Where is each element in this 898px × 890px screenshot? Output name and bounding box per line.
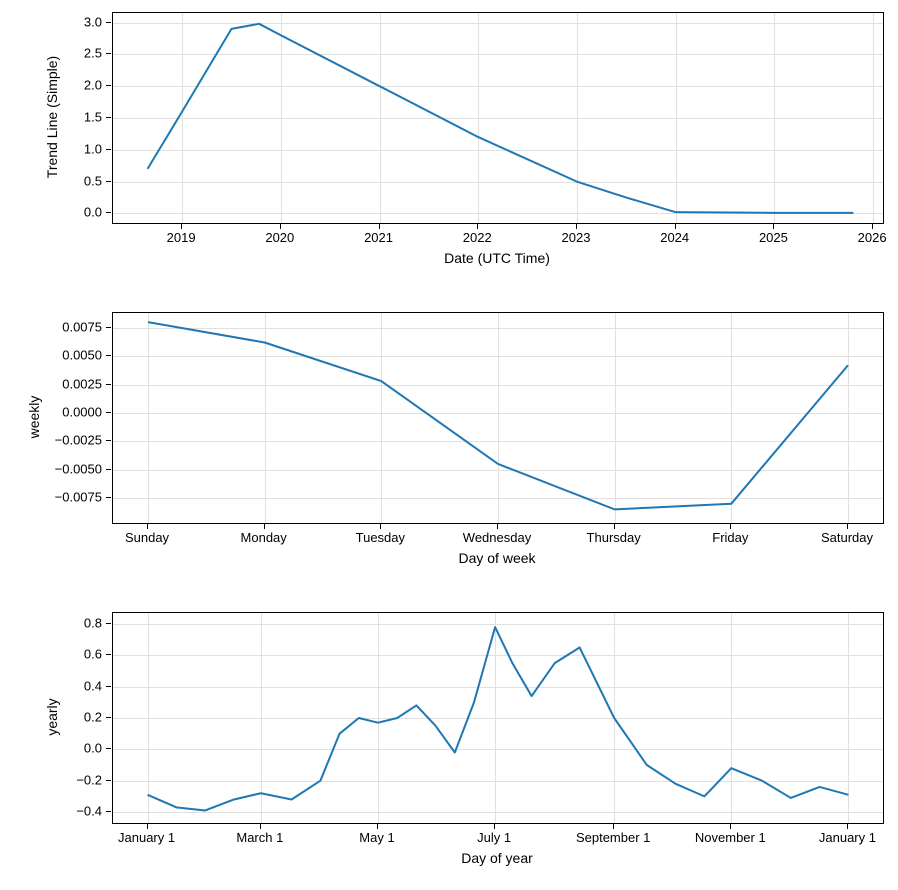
tick-mark [106,85,111,86]
tick-mark [147,824,148,829]
tick-mark [106,811,111,812]
tick-mark [106,686,111,687]
tick-mark [106,355,111,356]
tick-mark [106,384,111,385]
ytick-label: 0.0025 [62,376,102,391]
tick-mark [380,524,381,529]
xtick-label: January 1 [819,830,876,845]
xtick-label: 2023 [562,230,591,245]
tick-mark [106,327,111,328]
tick-mark [181,224,182,229]
xlabel: Day of year [461,850,533,866]
tick-mark [494,824,495,829]
xtick-label: September 1 [576,830,650,845]
xtick-label: 2024 [660,230,689,245]
tick-mark [379,224,380,229]
panel-yearly [112,612,884,824]
tick-mark [576,224,577,229]
xtick-label: March 1 [236,830,283,845]
tick-mark [106,623,111,624]
tick-mark [147,524,148,529]
tick-mark [377,824,378,829]
tick-mark [264,524,265,529]
xtick-label: May 1 [359,830,394,845]
xtick-label: 2019 [167,230,196,245]
tick-mark [477,224,478,229]
ytick-label: 0.0 [84,205,102,220]
tick-mark [106,412,111,413]
tick-mark [730,524,731,529]
tick-mark [106,53,111,54]
xtick-label: 2022 [463,230,492,245]
ylabel: yearly [44,698,60,735]
xtick-label: Sunday [125,530,169,545]
ytick-label: 2.0 [84,78,102,93]
tick-mark [106,149,111,150]
tick-mark [497,524,498,529]
tick-mark [106,497,111,498]
xtick-label: Thursday [587,530,641,545]
plot-line-yearly [113,613,883,823]
tick-mark [773,224,774,229]
ytick-label: −0.0025 [55,433,102,448]
xlabel: Date (UTC Time) [444,250,550,266]
ylabel: Trend Line (Simple) [44,56,60,178]
xtick-label: Monday [241,530,287,545]
tick-mark [106,440,111,441]
ytick-label: 0.5 [84,173,102,188]
ytick-label: −0.2 [76,772,102,787]
xtick-label: 2021 [364,230,393,245]
tick-mark [106,22,111,23]
xtick-label: 2025 [759,230,788,245]
panel-weekly [112,312,884,524]
tick-mark [260,824,261,829]
xtick-label: 2020 [265,230,294,245]
ytick-label: 2.5 [84,46,102,61]
xtick-label: Friday [712,530,748,545]
tick-mark [106,717,111,718]
panel-trend [112,12,884,224]
xtick-label: January 1 [118,830,175,845]
tick-mark [847,524,848,529]
ytick-label: 1.5 [84,110,102,125]
ytick-label: 0.0075 [62,319,102,334]
tick-mark [106,780,111,781]
tick-mark [106,748,111,749]
xtick-label: November 1 [695,830,766,845]
tick-mark [106,117,111,118]
ytick-label: 1.0 [84,141,102,156]
ytick-label: −0.4 [76,804,102,819]
figure: 2019 2020 2021 2022 2023 2024 2025 2026 0.0 0.5 1.… [0,0,898,890]
ytick-label: 0.0000 [62,404,102,419]
tick-mark [280,224,281,229]
xtick-label: Wednesday [463,530,531,545]
ytick-label: 0.6 [84,647,102,662]
tick-mark [872,224,873,229]
tick-mark [675,224,676,229]
tick-mark [613,824,614,829]
ytick-label: 0.2 [84,710,102,725]
tick-mark [847,824,848,829]
xtick-label: July 1 [477,830,511,845]
ytick-label: −0.0075 [55,490,102,505]
ytick-label: 0.0050 [62,348,102,363]
ytick-label: 0.8 [84,615,102,630]
tick-mark [614,524,615,529]
ytick-label: −0.0050 [55,461,102,476]
tick-mark [106,181,111,182]
tick-mark [106,654,111,655]
plot-line-weekly [113,313,883,523]
xtick-label: Saturday [821,530,873,545]
ytick-label: 0.0 [84,741,102,756]
ytick-label: 0.4 [84,678,102,693]
plot-line-trend [113,13,883,223]
tick-mark [106,469,111,470]
tick-mark [730,824,731,829]
xtick-label: 2026 [858,230,887,245]
xlabel: Day of week [458,550,535,566]
xtick-label: Tuesday [356,530,405,545]
tick-mark [106,212,111,213]
ytick-label: 3.0 [84,14,102,29]
ylabel: weekly [26,396,42,439]
